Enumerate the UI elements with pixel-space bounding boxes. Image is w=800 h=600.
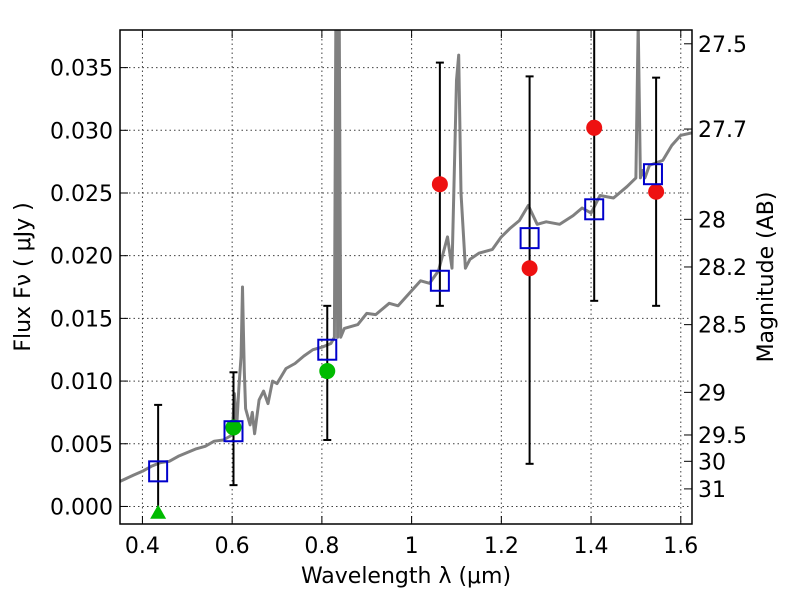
x-tick-label: 0.8 xyxy=(304,534,339,559)
template-square xyxy=(519,227,540,250)
y-tick-label: 0.015 xyxy=(50,307,113,332)
y-tick-label: 0.025 xyxy=(50,182,113,207)
right-tick-label: 31 xyxy=(698,478,726,503)
x-tick-label: 1.4 xyxy=(574,534,609,559)
flux-point xyxy=(431,176,448,193)
x-tick-label: 1.6 xyxy=(663,534,698,559)
template-square xyxy=(642,163,663,186)
right-axis-label: Magnitude (AB) xyxy=(754,192,779,363)
right-tick-label: 28.5 xyxy=(698,314,747,339)
template-square xyxy=(584,198,605,221)
x-tick-label: 1.2 xyxy=(484,534,519,559)
flux-point xyxy=(225,419,242,436)
right-tick-label: 27.5 xyxy=(698,33,747,58)
ticks: 0.4 0.6 0.8 1 1.2 1.4 1.6 0.000 0.005 0.010 0.015 0… xyxy=(50,30,747,559)
template-square xyxy=(223,420,244,443)
right-tick-label: 29.5 xyxy=(698,424,747,449)
template-square xyxy=(148,460,169,483)
right-tick-label: 28 xyxy=(698,208,726,233)
y-tick-label: 0.035 xyxy=(50,57,113,82)
right-tick-label: 28.2 xyxy=(698,256,747,281)
plot-frame xyxy=(119,29,693,525)
grid xyxy=(120,30,692,524)
x-axis-label: Wavelength λ (μm) xyxy=(301,564,511,589)
upper-limit-marker xyxy=(150,504,167,519)
right-tick-label: 27.7 xyxy=(698,118,747,143)
y-axis-label: Flux Fν ( μJy ) xyxy=(11,202,36,351)
flux-point xyxy=(586,119,603,136)
x-tick-label: 0.4 xyxy=(125,534,160,559)
y-tick-label: 0.000 xyxy=(50,495,113,520)
plot-area xyxy=(120,30,692,519)
y-tick-label: 0.005 xyxy=(50,433,113,458)
y-tick-label: 0.010 xyxy=(50,370,113,395)
template-square xyxy=(429,269,450,292)
y-tick-label: 0.020 xyxy=(50,245,113,270)
x-tick-label: 1 xyxy=(405,534,419,559)
flux-point xyxy=(319,363,336,380)
flux-point xyxy=(521,260,538,277)
right-tick-label: 29 xyxy=(698,381,726,406)
x-tick-label: 0.6 xyxy=(215,534,250,559)
model-spectrum-line xyxy=(120,30,692,483)
y-tick-label: 0.030 xyxy=(50,119,113,144)
right-tick-label: 30 xyxy=(698,450,726,475)
template-square xyxy=(317,338,338,361)
flux-point xyxy=(648,183,665,200)
